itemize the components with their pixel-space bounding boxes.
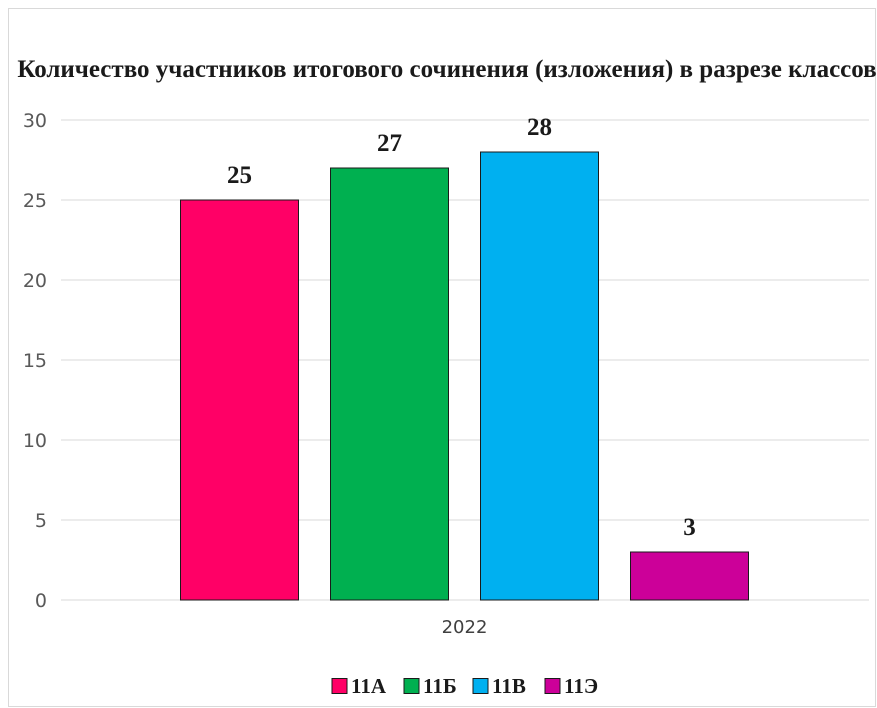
chart-title: Количество участников итогового сочинени… xyxy=(17,56,876,83)
legend-label: 11Э xyxy=(564,674,598,698)
legend-label: 11Б xyxy=(423,674,457,698)
y-tick-label: 25 xyxy=(23,190,47,212)
legend: 11А 11Б 11В 11Э xyxy=(331,674,598,698)
data-label: 28 xyxy=(527,114,552,141)
legend-swatch xyxy=(472,678,489,694)
y-tick-label: 20 xyxy=(23,270,47,292)
bar-chart: Количество участников итогового сочинени… xyxy=(17,56,876,698)
legend-label: 11А xyxy=(351,674,387,698)
y-axis-ticks: 0 5 10 15 20 25 30 xyxy=(23,110,47,612)
chart-frame: Количество участников итогового сочинени… xyxy=(8,8,877,707)
bars xyxy=(180,151,749,601)
data-labels: 25 27 28 3 xyxy=(227,114,696,541)
bar xyxy=(480,151,599,601)
y-tick-label: 0 xyxy=(35,590,47,612)
legend-swatch xyxy=(403,678,420,694)
y-tick-label: 15 xyxy=(23,350,47,372)
y-tick-label: 30 xyxy=(23,110,47,132)
y-tick-label: 5 xyxy=(35,510,47,532)
bar xyxy=(180,199,299,601)
x-axis-ticks: 2022 xyxy=(442,617,488,638)
legend-swatch xyxy=(331,678,348,694)
legend-swatch xyxy=(544,678,561,694)
bar xyxy=(330,167,449,601)
data-label: 27 xyxy=(377,130,402,157)
y-tick-label: 10 xyxy=(23,430,47,452)
legend-label: 11В xyxy=(492,674,526,698)
bar xyxy=(630,551,749,601)
data-label: 25 xyxy=(227,162,252,189)
x-tick-label: 2022 xyxy=(442,617,488,638)
data-label: 3 xyxy=(683,514,696,541)
